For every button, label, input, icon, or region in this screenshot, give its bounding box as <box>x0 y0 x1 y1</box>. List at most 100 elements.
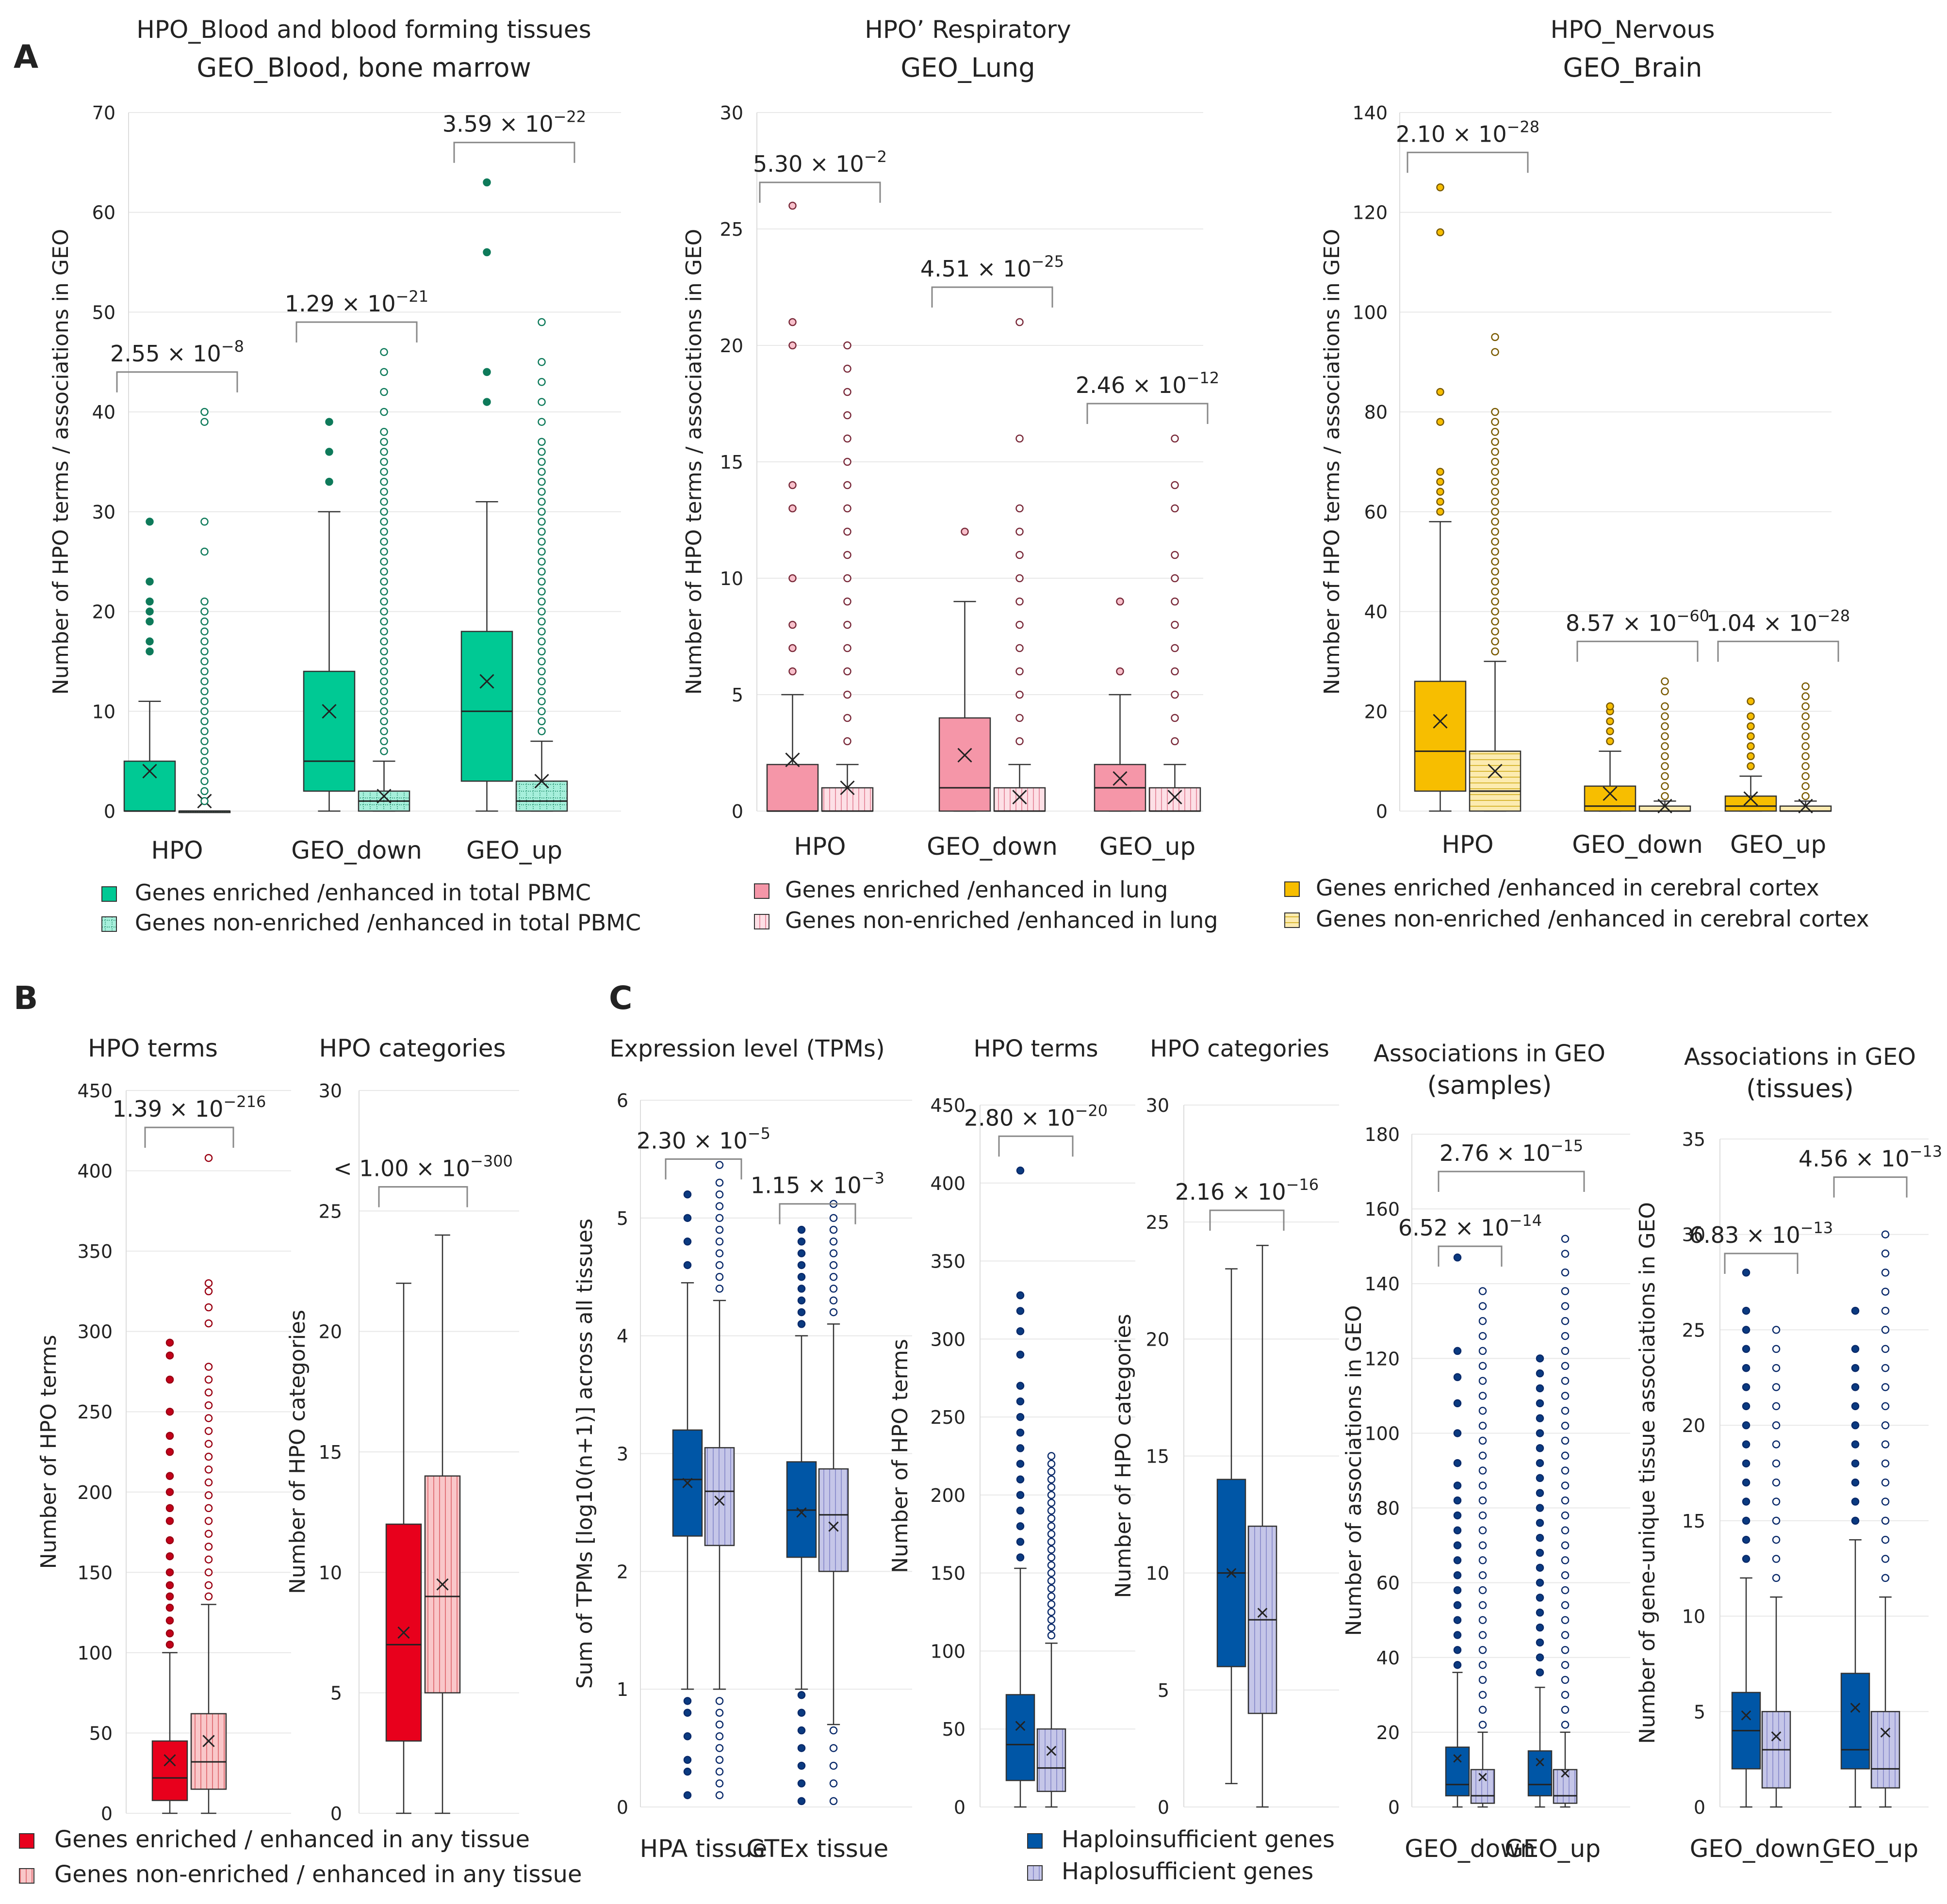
p-value-exponent: −60 <box>1677 606 1710 625</box>
outlier-point <box>380 407 388 416</box>
outlier-point <box>146 637 154 646</box>
outlier-point <box>797 1691 806 1699</box>
outlier-point <box>165 1517 174 1525</box>
y-tick-label: 5 <box>330 1683 342 1704</box>
box-mean-marker <box>796 1507 807 1518</box>
outlier-point <box>797 1261 806 1269</box>
outlier-point <box>538 667 546 676</box>
outlier-point <box>1742 1269 1751 1277</box>
box-nonenriched <box>1470 1287 1495 1808</box>
outlier-point <box>797 1308 806 1317</box>
box-mean-marker <box>534 774 549 789</box>
box-mean-marker <box>1046 1745 1057 1756</box>
outlier-point <box>165 1581 174 1590</box>
y-tick-label: 0 <box>617 1797 628 1818</box>
outlier-point <box>1478 1676 1487 1684</box>
outlier-point <box>538 568 546 576</box>
outlier-point <box>1536 1399 1544 1408</box>
legend-haplo: Haploinsufficient genes Haplosufficient … <box>1027 1826 1335 1885</box>
box-iqr <box>1840 1673 1870 1770</box>
legend-swatch-brain-nonenriched <box>1284 912 1300 928</box>
outlier-point <box>1801 752 1810 761</box>
box-nonenriched <box>818 1200 849 1806</box>
outlier-point <box>1881 1364 1890 1372</box>
outlier-point <box>1851 1421 1860 1430</box>
outlier-point <box>1536 1638 1544 1647</box>
outlier-point <box>165 1488 174 1497</box>
y-tick-label: 300 <box>930 1329 965 1350</box>
outlier-point <box>538 587 546 596</box>
box-nonenriched <box>1469 333 1522 812</box>
box-mean-marker <box>828 1521 839 1532</box>
outlier-point <box>380 388 388 396</box>
outlier-point <box>538 468 546 476</box>
outlier-point <box>1536 1444 1544 1452</box>
outlier-point <box>1772 1555 1781 1563</box>
outlier-point <box>788 667 797 676</box>
box-nonenriched <box>424 1234 461 1814</box>
y-tick-label: 120 <box>1352 202 1388 224</box>
y-tick-label: 25 <box>319 1201 342 1222</box>
category-label: HPO <box>794 832 846 861</box>
category-label: GEO_down_ <box>1690 1835 1833 1863</box>
p-value-base: 5.30 × 10 <box>753 151 864 177</box>
outlier-point <box>1436 488 1444 496</box>
y-axis-label: Number of HPO terms <box>36 1335 61 1569</box>
outlier-point <box>715 1214 724 1222</box>
p-value-label: 2.55 × 10−8 <box>110 337 244 367</box>
box-enriched <box>1414 183 1467 812</box>
outlier-point <box>200 667 209 676</box>
box-nonenriched <box>515 318 568 812</box>
box-mean-marker <box>714 1495 725 1506</box>
outlier-point <box>380 597 388 606</box>
outlier-point <box>200 597 209 606</box>
outlier-point <box>538 707 546 716</box>
outlier-point <box>1478 1466 1487 1475</box>
outlier-point <box>538 527 546 536</box>
outlier-point <box>1015 318 1024 326</box>
outlier-point <box>380 557 388 566</box>
outlier-point <box>1881 1287 1890 1296</box>
y-tick-label: 30 <box>720 102 743 124</box>
y-tick-label: 100 <box>1352 302 1388 323</box>
outlier-point <box>1453 1429 1462 1437</box>
outlier-point <box>200 607 209 616</box>
box-mean-marker <box>376 789 392 804</box>
outlier-point <box>165 1351 174 1360</box>
y-tick-label: 25 <box>1146 1212 1169 1233</box>
box-enriched <box>1094 597 1146 812</box>
outlier-point <box>1047 1569 1056 1577</box>
outlier-point <box>1171 551 1179 559</box>
legend-label-haploinsufficient: Haploinsufficient genes <box>1062 1826 1335 1853</box>
outlier-point <box>1801 792 1810 800</box>
p-value-base: 2.16 × 10 <box>1175 1179 1286 1205</box>
outlier-point <box>683 1697 692 1705</box>
box-iqr <box>1005 1694 1035 1781</box>
outlier-point <box>200 787 209 796</box>
outlier-point <box>1881 1516 1890 1525</box>
outlier-point <box>1536 1519 1544 1527</box>
outlier-point <box>1436 477 1444 486</box>
box-iqr <box>704 1447 735 1546</box>
outlier-point <box>683 1767 692 1776</box>
outlier-point <box>380 747 388 755</box>
y-tick-label: 25 <box>720 219 743 240</box>
outlier-point <box>843 457 851 466</box>
outlier-point <box>715 1709 724 1717</box>
outlier-point <box>146 607 154 616</box>
p-value-base: 1.04 × 10 <box>1706 610 1817 636</box>
outlier-point <box>380 348 388 356</box>
p-value-label: 2.80 × 10−20 <box>964 1101 1108 1131</box>
box-iqr <box>1036 1728 1066 1792</box>
box-nonenriched <box>704 1161 735 1799</box>
outlier-point <box>1536 1668 1544 1676</box>
outlier-point <box>829 1249 838 1257</box>
outlier-point <box>1016 1166 1025 1175</box>
box-enriched <box>123 518 176 812</box>
outlier-point <box>1478 1451 1487 1460</box>
category-label: GEO_up <box>1822 1835 1918 1863</box>
significance-bracket <box>453 142 575 163</box>
outlier-point <box>1478 1406 1487 1415</box>
outlier-point <box>380 438 388 446</box>
outlier-point <box>204 1504 213 1513</box>
